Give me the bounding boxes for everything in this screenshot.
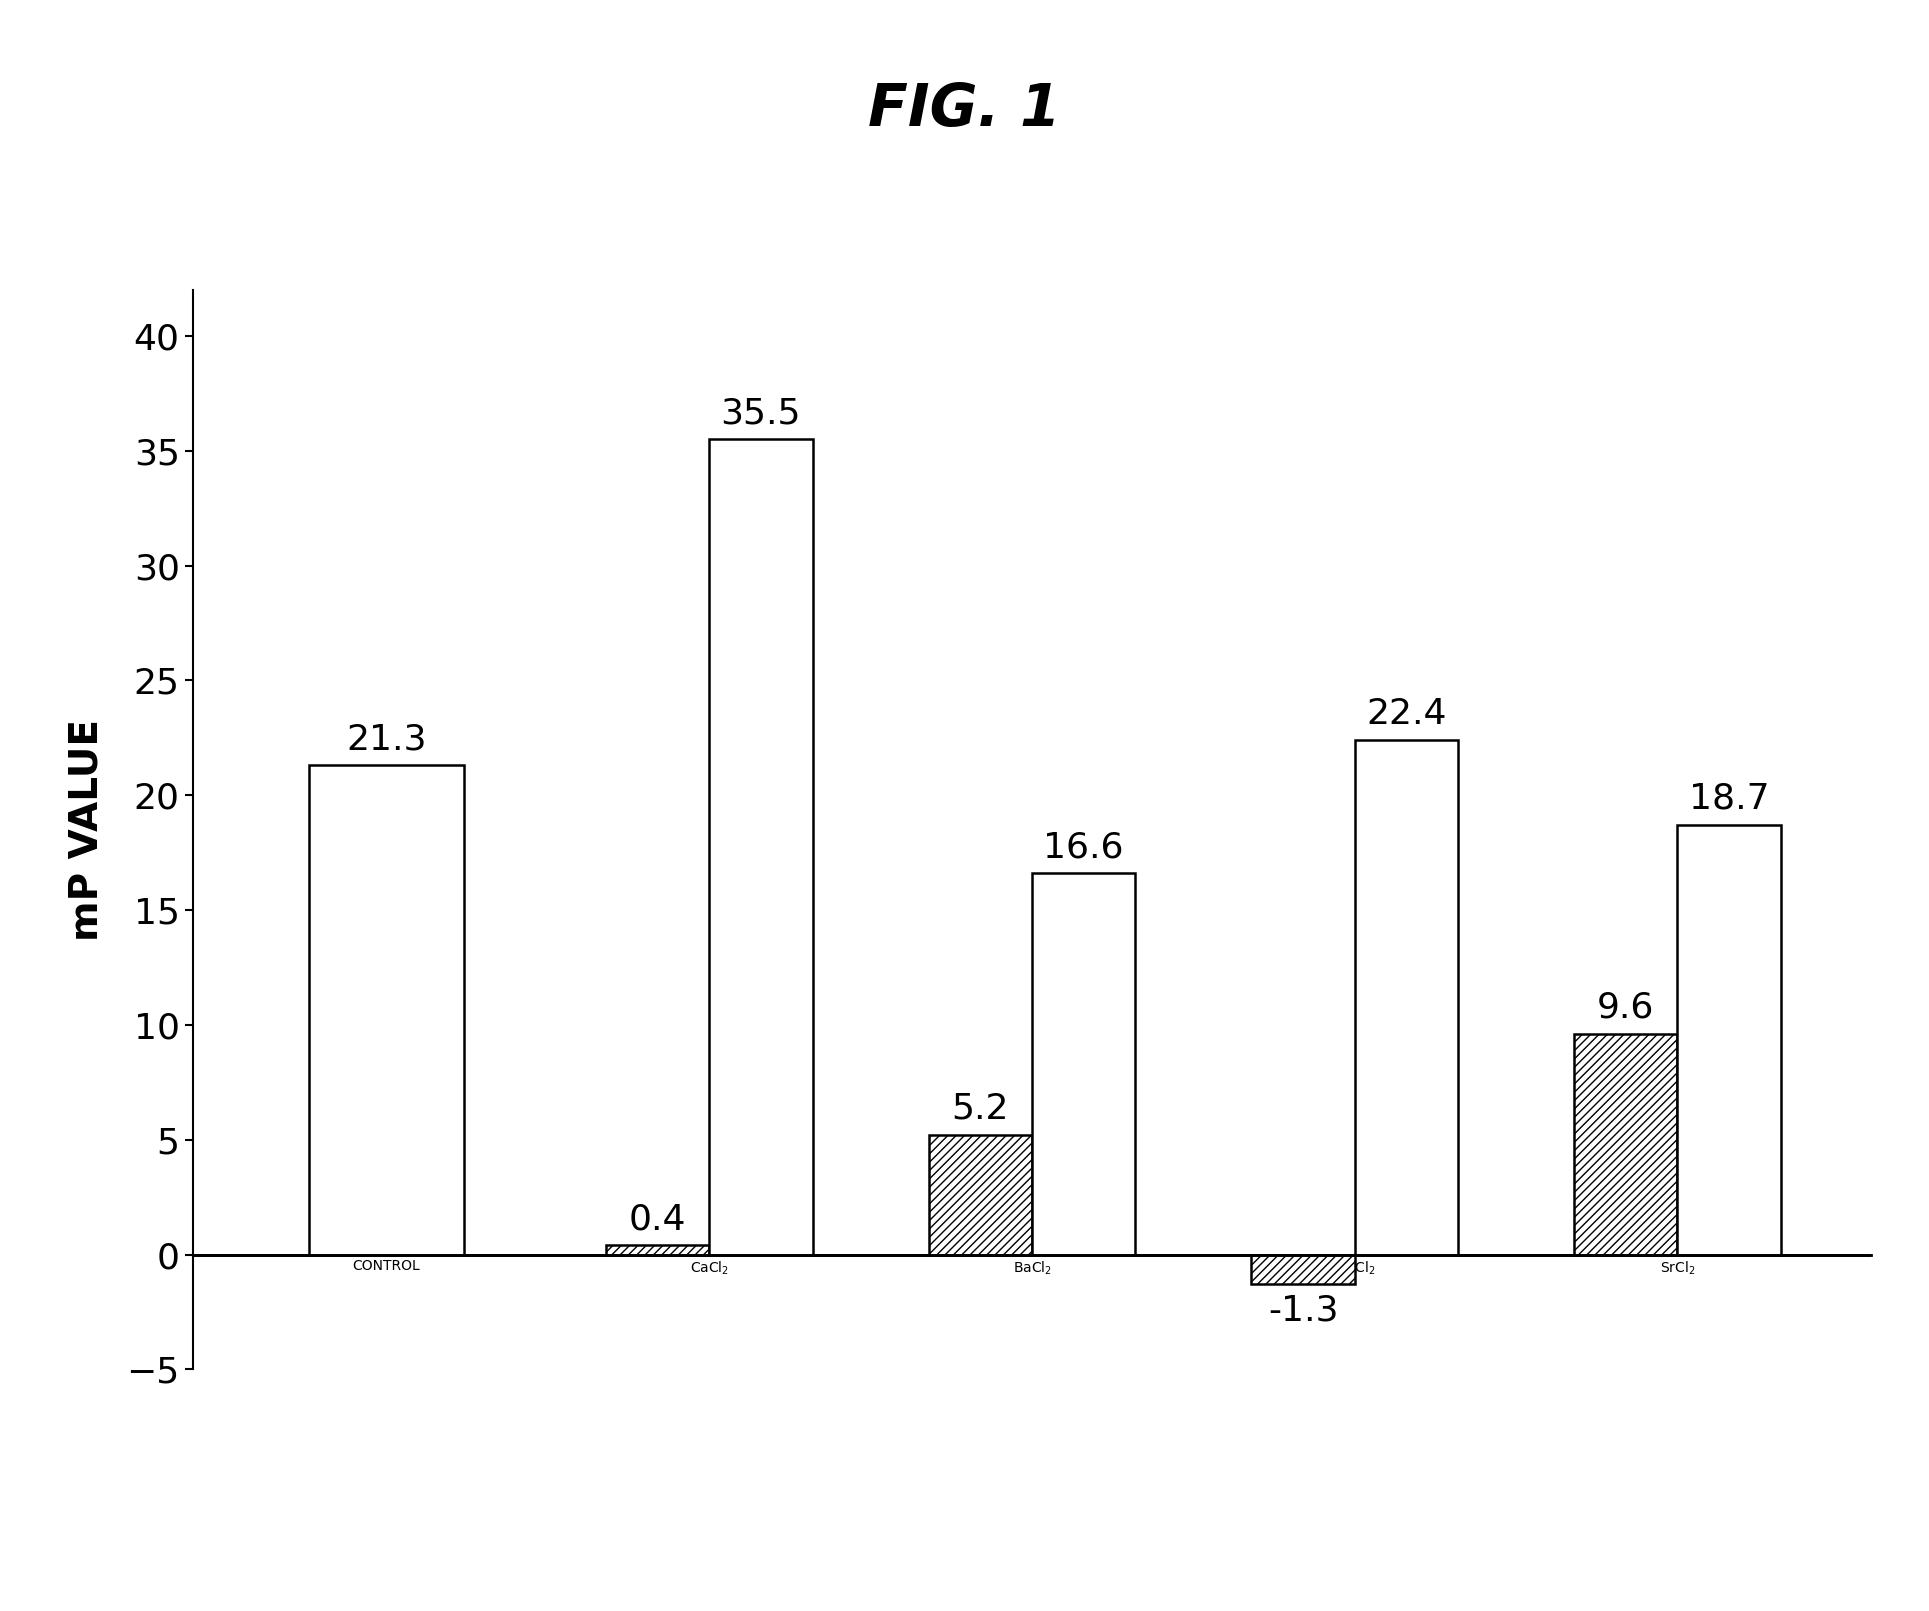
Text: 18.7: 18.7 (1688, 781, 1769, 815)
Bar (1252, 1255, 1354, 1284)
Bar (309, 765, 465, 1255)
Text: 9.6: 9.6 (1597, 991, 1655, 1025)
Bar (1574, 1034, 1678, 1255)
Text: 22.4: 22.4 (1366, 698, 1447, 731)
Bar (1032, 873, 1136, 1255)
Bar (1354, 739, 1458, 1255)
Bar (928, 1136, 1032, 1255)
Text: 5.2: 5.2 (951, 1092, 1009, 1126)
Text: 35.5: 35.5 (721, 396, 801, 430)
Bar (710, 440, 812, 1255)
Text: FIG. 1: FIG. 1 (868, 81, 1061, 137)
Text: 16.6: 16.6 (1044, 830, 1125, 863)
Bar (606, 1245, 710, 1255)
Text: 21.3: 21.3 (347, 722, 426, 756)
Text: 0.4: 0.4 (629, 1202, 687, 1236)
Bar (1678, 825, 1780, 1255)
Text: -1.3: -1.3 (1267, 1294, 1339, 1327)
Y-axis label: mP VALUE: mP VALUE (68, 719, 106, 941)
